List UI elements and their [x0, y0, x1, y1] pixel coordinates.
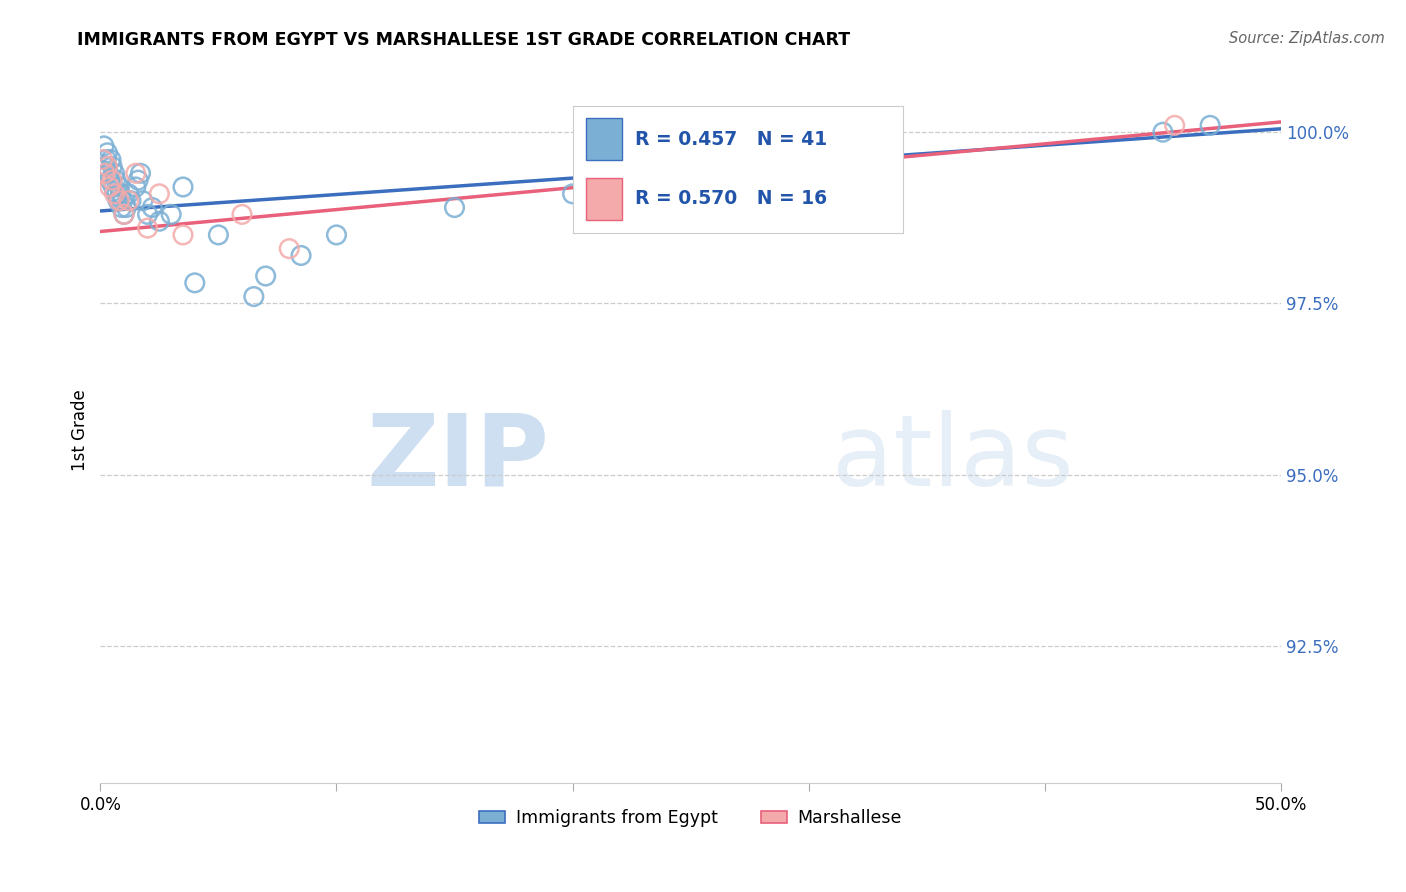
Point	[148, 186, 170, 201]
Point	[1199, 119, 1222, 133]
Point	[100, 153, 122, 167]
Point	[160, 207, 183, 221]
Point	[98, 173, 121, 187]
Point	[94, 166, 117, 180]
Point	[132, 194, 155, 208]
Point	[129, 166, 152, 180]
Point	[94, 160, 117, 174]
Point	[110, 186, 132, 201]
Point	[96, 153, 118, 167]
Point	[93, 139, 115, 153]
Point	[278, 242, 301, 256]
Point	[112, 207, 135, 221]
Point	[172, 227, 194, 242]
Point	[112, 207, 135, 221]
Point	[104, 173, 127, 187]
Point	[561, 186, 583, 201]
Point	[325, 227, 347, 242]
Point	[679, 173, 702, 187]
Point	[111, 194, 134, 208]
Point	[148, 214, 170, 228]
Point	[103, 180, 125, 194]
Point	[103, 186, 125, 201]
Point	[96, 160, 118, 174]
Point	[97, 166, 120, 180]
Point	[290, 248, 312, 262]
Point	[120, 194, 142, 208]
Point	[108, 180, 131, 194]
Legend: Immigrants from Egypt, Marshallese: Immigrants from Egypt, Marshallese	[472, 802, 908, 834]
Point	[101, 173, 124, 187]
Text: Source: ZipAtlas.com: Source: ZipAtlas.com	[1229, 31, 1385, 46]
Point	[172, 180, 194, 194]
Point	[443, 201, 465, 215]
Y-axis label: 1st Grade: 1st Grade	[72, 389, 89, 471]
Point	[136, 221, 159, 235]
Point	[101, 160, 124, 174]
Point	[118, 186, 141, 201]
Text: IMMIGRANTS FROM EGYPT VS MARSHALLESE 1ST GRADE CORRELATION CHART: IMMIGRANTS FROM EGYPT VS MARSHALLESE 1ST…	[77, 31, 851, 49]
Point	[1163, 119, 1185, 133]
Point	[243, 289, 266, 303]
Point	[108, 194, 131, 208]
Point	[184, 276, 207, 290]
Point	[115, 201, 138, 215]
Text: ZIP: ZIP	[366, 409, 548, 507]
Point	[1152, 125, 1174, 139]
Point	[231, 207, 253, 221]
Point	[207, 227, 229, 242]
Point	[96, 145, 118, 160]
Point	[110, 201, 132, 215]
Point	[254, 268, 277, 283]
Point	[141, 201, 163, 215]
Point	[105, 186, 128, 201]
Point	[118, 194, 141, 208]
Point	[125, 166, 148, 180]
Point	[91, 153, 114, 167]
Point	[103, 166, 125, 180]
Point	[98, 180, 121, 194]
Point	[136, 207, 159, 221]
Point	[107, 194, 129, 208]
Point	[125, 180, 148, 194]
Text: atlas: atlas	[832, 409, 1074, 507]
Point	[127, 173, 149, 187]
